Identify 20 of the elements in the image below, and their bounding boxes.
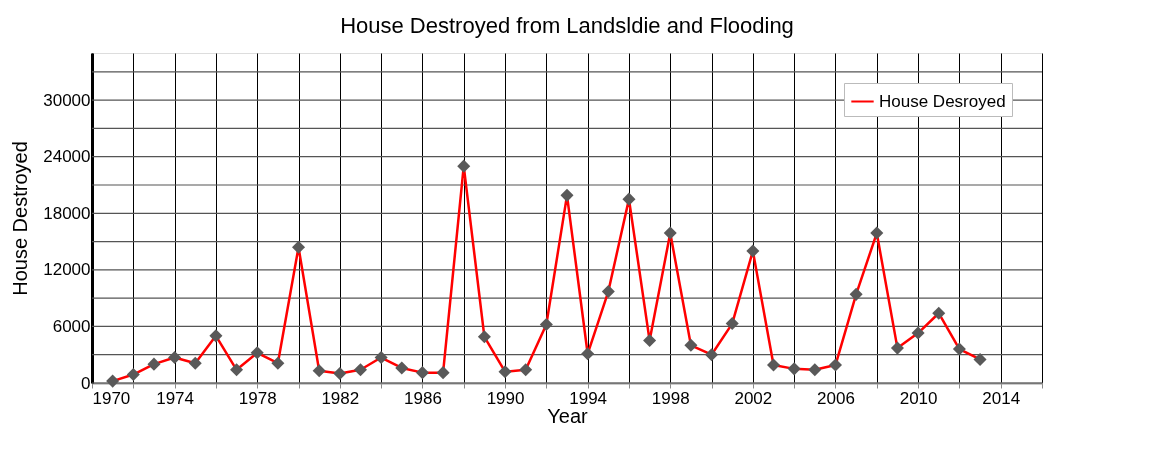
x-tick-label: 2002 [734, 388, 773, 408]
x-tick-label: 2014 [982, 388, 1021, 408]
chart-title: House Destroyed from Landsldie and Flooding [340, 13, 794, 38]
y-tick-label: 24000 [43, 147, 91, 167]
x-tick-label: 1998 [651, 388, 690, 408]
y-tick-label: 6000 [52, 316, 91, 336]
y-tick-label: 18000 [43, 203, 91, 223]
y-tick-label: 30000 [43, 90, 91, 110]
y-axis-title: House Destroyed [9, 141, 32, 296]
x-tick-label: 1974 [156, 388, 195, 408]
x-tick-label: 1982 [321, 388, 360, 408]
y-tick-label: 12000 [43, 260, 91, 280]
x-tick-label: 2010 [899, 388, 938, 408]
y-tick-label: 0 [81, 373, 91, 393]
x-tick-label: 1978 [238, 388, 277, 408]
x-tick-label: 2006 [817, 388, 855, 408]
x-tick-label: 1986 [404, 388, 442, 408]
x-tick-label: 1970 [92, 388, 131, 408]
legend-label: House Desroyed [879, 91, 1006, 111]
x-tick-label: 1990 [486, 388, 525, 408]
